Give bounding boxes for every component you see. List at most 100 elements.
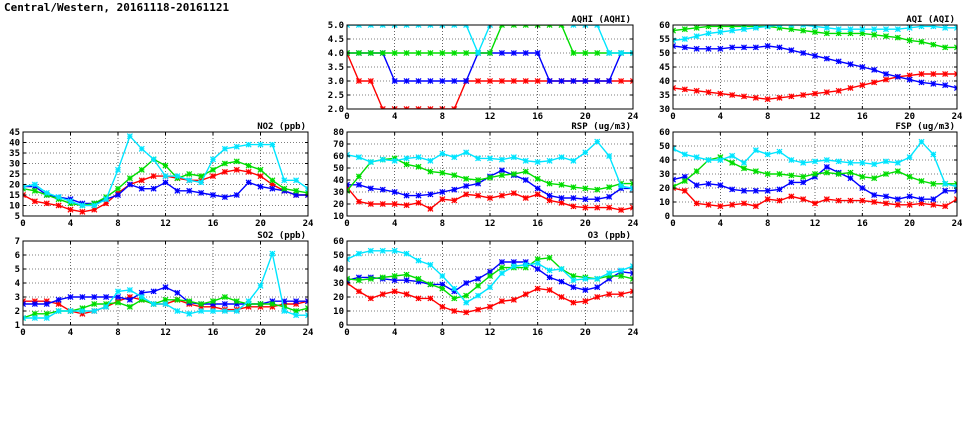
- data-point: [859, 30, 866, 37]
- data-point: [811, 200, 819, 207]
- data-point: [534, 185, 541, 192]
- data-point: [498, 156, 505, 163]
- data-point: [811, 52, 819, 59]
- data-point: [570, 299, 577, 306]
- data-point: [293, 187, 300, 194]
- data-point: [486, 49, 494, 57]
- data-point: [930, 201, 937, 208]
- data-point: [245, 162, 252, 169]
- data-point: [162, 179, 169, 186]
- data-point: [522, 49, 529, 57]
- data-point: [534, 256, 541, 263]
- data-point: [717, 28, 724, 36]
- data-point: [740, 200, 748, 207]
- series-line: [673, 140, 957, 188]
- data-point: [570, 77, 577, 85]
- x-tick-label: 0: [670, 219, 675, 229]
- data-point: [510, 49, 517, 57]
- data-point: [281, 177, 288, 184]
- data-point: [681, 44, 688, 51]
- data-point: [546, 180, 553, 187]
- data-point: [788, 47, 795, 54]
- data-point: [245, 168, 252, 175]
- x-tick-label: 16: [532, 328, 543, 338]
- data-point: [221, 194, 228, 201]
- data-point: [221, 168, 228, 175]
- chart-rsp: 0 4 8 12 16 20 24 10 20 30 40 50 60 70 80 RSP (ug/m3): [333, 122, 639, 229]
- data-point: [942, 187, 949, 194]
- data-point: [293, 177, 300, 184]
- data-point: [918, 79, 925, 86]
- data-point: [498, 49, 505, 57]
- data-point: [486, 303, 494, 310]
- data-point: [835, 197, 842, 204]
- data-point: [693, 45, 700, 52]
- series-rsp-0: [347, 184, 633, 214]
- x-tick-label: 4: [68, 219, 74, 229]
- data-point: [498, 270, 505, 277]
- data-point: [906, 37, 913, 44]
- data-point: [403, 49, 410, 57]
- data-point: [257, 141, 264, 148]
- data-point: [355, 181, 362, 188]
- data-point: [823, 163, 830, 171]
- data-point: [126, 133, 133, 140]
- x-tick-label: 0: [20, 219, 25, 229]
- data-point: [463, 191, 470, 198]
- y-tick-label: 20: [333, 200, 344, 210]
- data-point: [403, 77, 410, 85]
- data-point: [606, 49, 613, 57]
- data-point: [729, 44, 736, 51]
- data-point: [894, 34, 901, 41]
- data-point: [138, 296, 145, 303]
- data-point: [269, 141, 276, 148]
- data-point: [233, 191, 240, 199]
- data-point: [43, 298, 50, 305]
- data-point: [558, 278, 565, 285]
- data-point: [894, 73, 901, 80]
- data-point: [811, 28, 819, 36]
- y-tick-label: 35: [659, 91, 670, 101]
- y-tick-label: 45: [659, 63, 670, 73]
- data-point: [486, 194, 494, 202]
- data-point: [882, 76, 890, 83]
- data-point: [942, 82, 949, 89]
- data-point: [379, 274, 386, 281]
- data-point: [618, 206, 625, 214]
- data-point: [942, 180, 949, 187]
- data-point: [355, 77, 362, 85]
- data-point: [594, 77, 601, 85]
- data-point: [534, 265, 541, 273]
- data-point: [823, 156, 830, 164]
- data-point: [150, 300, 157, 308]
- data-point: [752, 44, 759, 51]
- data-point: [293, 307, 300, 315]
- data-point: [114, 288, 122, 295]
- data-point: [871, 198, 878, 206]
- data-point: [606, 291, 613, 298]
- data-point: [281, 300, 288, 308]
- data-point: [705, 45, 712, 52]
- data-point: [776, 25, 783, 31]
- data-point: [752, 203, 759, 210]
- data-point: [859, 173, 866, 180]
- x-tick-label: 12: [810, 219, 821, 229]
- data-point: [717, 90, 724, 97]
- y-tick-label: 7: [15, 237, 20, 247]
- data-point: [546, 286, 553, 294]
- data-point: [439, 77, 446, 85]
- data-point: [776, 186, 783, 193]
- data-point: [257, 166, 264, 173]
- data-point: [776, 170, 783, 178]
- data-point: [43, 300, 50, 308]
- data-point: [43, 200, 50, 207]
- data-point: [281, 307, 288, 315]
- data-point: [186, 298, 193, 305]
- data-point: [379, 156, 386, 163]
- data-point: [906, 173, 913, 180]
- data-point: [582, 286, 589, 294]
- data-point: [209, 303, 217, 310]
- data-point: [403, 161, 410, 168]
- data-point: [570, 49, 577, 57]
